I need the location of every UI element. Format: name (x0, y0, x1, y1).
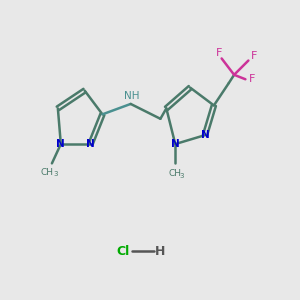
Text: F: F (249, 74, 255, 84)
Text: NH: NH (124, 91, 140, 100)
Text: Cl: Cl (117, 244, 130, 258)
Text: N: N (171, 139, 180, 149)
Text: 3: 3 (180, 173, 184, 179)
Text: N: N (86, 139, 95, 149)
Text: F: F (215, 47, 222, 58)
Text: CH: CH (41, 168, 54, 177)
Text: N: N (56, 139, 65, 149)
Text: H: H (155, 244, 166, 258)
Text: 3: 3 (53, 171, 58, 177)
Text: F: F (251, 51, 257, 61)
Text: CH: CH (169, 169, 182, 178)
Text: N: N (201, 130, 209, 140)
